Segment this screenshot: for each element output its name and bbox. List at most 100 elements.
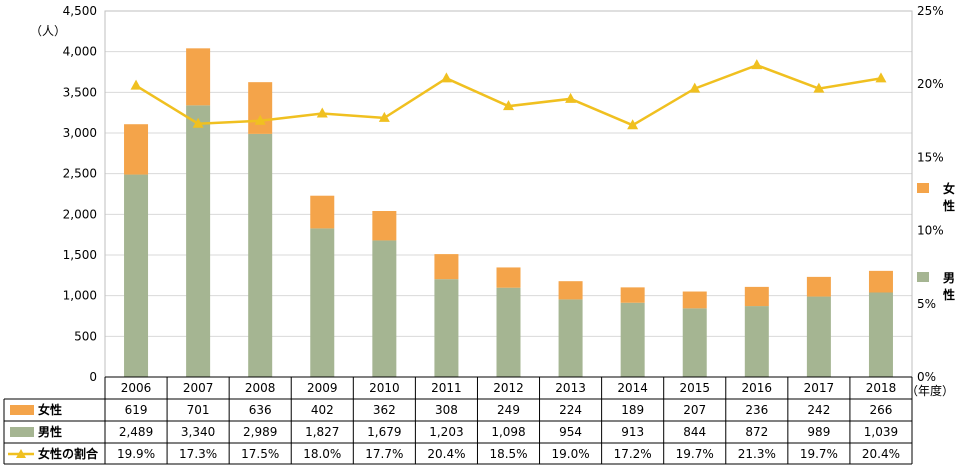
axes: 0 500 1,000 1,500 2,000 2,500 3,000 3,500 4,000 4… — [30, 4, 954, 398]
y-left-tick-label: 2,500 — [63, 167, 97, 181]
bar-male — [806, 296, 831, 377]
table-cell: 844 — [683, 425, 706, 439]
table-cell: 701 — [187, 403, 210, 417]
x-tick-label: 2011 — [431, 381, 462, 395]
bar-male — [620, 302, 645, 377]
bar-male — [310, 228, 335, 377]
bar-female — [248, 82, 273, 134]
table-cell: 1,098 — [491, 425, 525, 439]
y-left-tick-label: 3,500 — [63, 85, 97, 99]
y-left-tick-label: 2,000 — [63, 207, 97, 221]
ratio-marker — [254, 114, 266, 125]
data-table: 2006 2007 2008 2009 2010 2011 2012 2013 2014 2015… — [3, 376, 913, 465]
table-cell: 266 — [870, 403, 893, 417]
ratio-series-line — [135, 63, 882, 127]
bar-male — [372, 240, 397, 377]
table-cell: 20.4% — [427, 447, 465, 461]
table-cell: 19.0% — [552, 447, 590, 461]
table-cell: 362 — [373, 403, 396, 417]
y-right-tick-label: 5% — [917, 297, 936, 311]
bar-female — [806, 276, 831, 297]
legend-swatch — [917, 272, 929, 282]
table-cell: 989 — [807, 425, 830, 439]
bar-female — [558, 281, 583, 300]
table-cell: 1,039 — [864, 425, 898, 439]
table-cell: 1,679 — [367, 425, 401, 439]
table-cell: 1,827 — [305, 425, 339, 439]
bar-female — [310, 195, 335, 229]
y-right-tick-label: 10% — [917, 224, 944, 238]
ratio-marker — [503, 100, 514, 111]
bar-female — [434, 254, 459, 280]
bar-male — [248, 133, 273, 377]
ratio-marker — [440, 72, 452, 83]
ratio-marker — [130, 79, 142, 90]
table-row-label: 男性 — [38, 424, 62, 439]
bar-male — [434, 279, 459, 377]
bar-female — [496, 267, 521, 288]
table-cell: 249 — [497, 403, 520, 417]
y-right-tick-label: 25% — [917, 4, 944, 18]
legend-char: 性 — [942, 198, 955, 213]
bar-male — [682, 308, 707, 377]
table-cell: 872 — [745, 425, 768, 439]
ratio-marker — [875, 72, 887, 83]
ratio-marker — [316, 107, 328, 118]
ratio-marker — [378, 111, 390, 122]
bar-male — [124, 174, 149, 377]
ratio-marker — [565, 92, 577, 103]
x-tick-label: 2012 — [493, 381, 524, 395]
bar-female — [744, 286, 769, 307]
table-cell: 954 — [559, 425, 582, 439]
table-cell: 2,489 — [119, 425, 153, 439]
table-cell: 19.7% — [800, 447, 838, 461]
table-cell: 619 — [125, 403, 148, 417]
ratio-line — [130, 59, 887, 130]
y-left-tick-label: 3,000 — [63, 126, 97, 140]
y-left-tick-label: 4,000 — [63, 45, 97, 59]
table-cell: 17.3% — [179, 447, 217, 461]
x-unit-label: （年度） — [906, 383, 954, 398]
table-cell: 913 — [621, 425, 644, 439]
table-row-label: 女性 — [38, 402, 62, 417]
table-cell: 1,203 — [429, 425, 463, 439]
table-cell: 242 — [807, 403, 830, 417]
bar-male — [186, 105, 211, 377]
bar-male — [496, 287, 521, 377]
ratio-marker — [751, 59, 763, 70]
table-cell: 3,340 — [181, 425, 215, 439]
bar-female — [372, 210, 397, 241]
table-cell: 21.3% — [738, 447, 776, 461]
x-tick-label: 2015 — [679, 381, 710, 395]
y-left-tick-label: 500 — [74, 329, 97, 343]
table-cell: 207 — [683, 403, 706, 417]
table-cell: 224 — [559, 403, 582, 417]
table-legend-swatch — [10, 427, 34, 437]
bar-female — [620, 287, 645, 303]
bars — [124, 48, 893, 377]
y-left-tick-label: 4,500 — [63, 4, 97, 18]
table-cell: 18.0% — [303, 447, 341, 461]
table-cell: 2,989 — [243, 425, 277, 439]
table-cell: 19.9% — [117, 447, 155, 461]
legend-char: 性 — [942, 287, 955, 302]
x-tick-label: 2017 — [804, 381, 835, 395]
table-cell: 17.5% — [241, 447, 279, 461]
table-cell: 636 — [249, 403, 272, 417]
table-row-label: 女性の割合 — [38, 446, 99, 461]
x-tick-label: 2013 — [555, 381, 586, 395]
y-left-tick-label: 1,500 — [63, 248, 97, 262]
x-tick-label: 2018 — [866, 381, 897, 395]
x-tick-label: 2006 — [121, 381, 152, 395]
x-tick-label: 2010 — [369, 381, 400, 395]
y-right-tick-label: 15% — [917, 150, 944, 164]
y-right-tick-label: 0% — [917, 370, 936, 384]
y-left-unit-label: （人） — [30, 24, 66, 38]
ratio-marker — [627, 119, 639, 130]
bar-male — [558, 299, 583, 377]
table-cell: 189 — [621, 403, 644, 417]
table-cell: 236 — [745, 403, 768, 417]
ratio-marker — [192, 117, 204, 128]
table-cell: 402 — [311, 403, 334, 417]
